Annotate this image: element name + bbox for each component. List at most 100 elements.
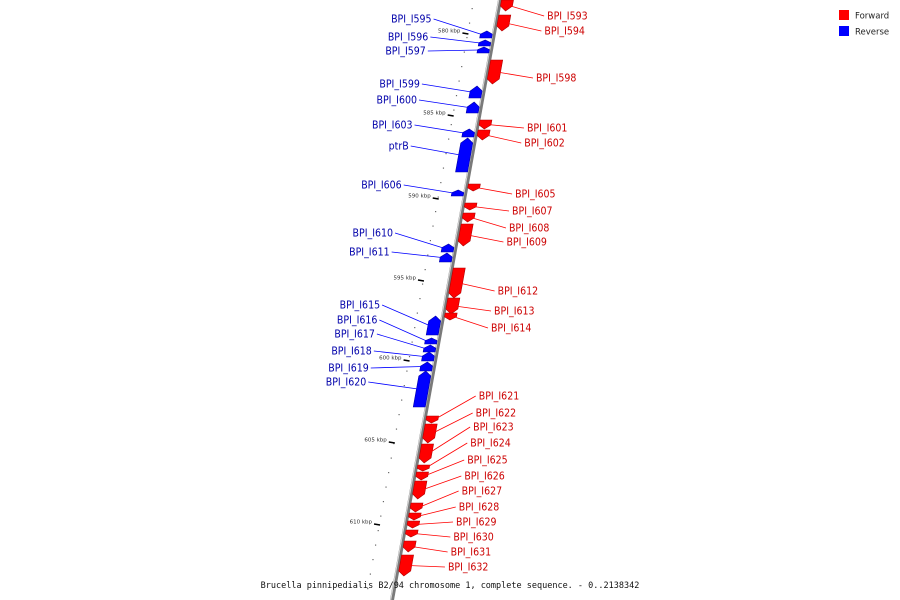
forward-gene-label[interactable]: BPI_I593 [547,11,588,23]
reverse-gene-label[interactable]: BPI_I618 [331,346,372,358]
reverse-gene-label[interactable]: BPI_I616 [337,315,378,327]
forward-gene-feature[interactable]: BPI_I630 [405,529,494,544]
forward-gene-feature[interactable]: BPI_I629 [406,517,497,529]
forward-gene-label[interactable]: BPI_I602 [524,138,565,150]
label-leader-line [425,442,468,469]
forward-gene-feature[interactable]: BPI_I593 [500,0,588,23]
reverse-gene-feature[interactable]: BPI_I615 [340,300,442,336]
reverse-gene-label[interactable]: BPI_I595 [391,14,432,26]
reverse-gene-label[interactable]: BPI_I611 [349,247,390,259]
gene-arrow [412,480,428,500]
forward-gene-feature[interactable]: BPI_I612 [448,267,539,299]
gene-arrow [461,212,476,223]
forward-gene-feature[interactable]: BPI_I622 [422,408,517,444]
reverse-gene-label[interactable]: BPI_I615 [340,300,381,312]
forward-gene-feature[interactable]: BPI_I627 [409,486,503,513]
forward-gene-feature[interactable]: BPI_I621 [425,391,519,424]
gene-arrow [412,370,432,408]
reverse-gene-feature[interactable]: BPI_I611 [349,247,453,263]
reverse-gene-label[interactable]: BPI_I599 [379,79,420,91]
forward-gene-label[interactable]: BPI_I621 [479,391,519,403]
minor-tick-dot [408,356,411,358]
reverse-gene-feature[interactable]: BPI_I600 [377,95,480,114]
reverse-gene-label[interactable]: BPI_I620 [326,377,367,389]
reverse-gene-label[interactable]: BPI_I619 [328,363,369,375]
forward-gene-label[interactable]: BPI_I630 [453,532,494,544]
reverse-gene-feature[interactable]: BPI_I597 [385,46,490,58]
forward-gene-feature[interactable]: BPI_I609 [457,223,547,249]
forward-gene-label[interactable]: BPI_I594 [544,26,585,38]
reverse-gene-feature[interactable]: BPI_I619 [328,361,433,375]
reverse-gene-feature[interactable]: BPI_I599 [379,79,483,99]
tick-label: 590 kbp [408,194,431,200]
forward-gene-label[interactable]: BPI_I626 [464,471,505,483]
minor-tick-dot [385,486,387,488]
forward-gene-label[interactable]: BPI_I613 [494,306,535,318]
forward-gene-label[interactable]: BPI_I632 [448,562,489,574]
forward-gene-feature[interactable]: BPI_I624 [416,438,511,472]
forward-gene-label[interactable]: BPI_I625 [467,455,508,467]
reverse-gene-label[interactable]: BPI_I603 [372,120,413,132]
forward-gene-label[interactable]: BPI_I614 [491,323,531,335]
label-leader-line [370,366,423,369]
forward-gene-label[interactable]: BPI_I631 [451,547,492,559]
gene-arrow [425,415,439,424]
reverse-gene-feature[interactable]: BPI_I595 [391,14,493,39]
reverse-gene-feature[interactable]: BPI_I616 [337,315,438,345]
forward-gene-feature[interactable]: BPI_I607 [463,202,553,218]
reverse-gene-feature[interactable]: BPI_I617 [334,329,437,353]
reverse-gene-feature[interactable]: BPI_I620 [326,370,432,408]
forward-gene-label[interactable]: BPI_I608 [509,223,549,235]
forward-gene-feature[interactable]: BPI_I623 [418,422,514,464]
forward-gene-feature[interactable]: BPI_I614 [444,312,531,335]
forward-gene-label[interactable]: BPI_I609 [506,237,547,249]
forward-gene-feature[interactable]: BPI_I598 [486,59,577,85]
forward-gene-label[interactable]: BPI_I612 [498,286,539,298]
tick-label: 580 kbp [438,29,461,35]
forward-gene-feature[interactable]: BPI_I601 [478,119,568,135]
label-leader-line [418,99,469,108]
reverse-gene-feature[interactable]: ptrB [389,137,474,173]
reverse-gene-label[interactable]: BPI_I606 [361,180,402,192]
forward-gene-label[interactable]: BPI_I607 [512,206,553,218]
reverse-gene-feature[interactable]: BPI_I618 [331,346,435,362]
forward-gene-label[interactable]: BPI_I601 [527,123,568,135]
forward-gene-feature[interactable]: BPI_I613 [445,297,535,318]
reverse-gene-label[interactable]: ptrB [389,141,409,153]
forward-gene-feature[interactable]: BPI_I628 [408,502,499,521]
reverse-gene-label[interactable]: BPI_I617 [334,329,375,341]
reverse-gene-label[interactable]: BPI_I600 [377,95,418,107]
reverse-gene-label[interactable]: BPI_I610 [353,228,394,240]
forward-gene-feature[interactable]: BPI_I632 [398,554,489,577]
label-leader-line [433,18,482,35]
label-leader-line [418,490,459,508]
forward-gene-feature[interactable]: BPI_I605 [467,183,556,201]
forward-gene-feature[interactable]: BPI_I626 [412,471,505,500]
forward-gene-label[interactable]: BPI_I598 [536,73,577,85]
forward-gene-label[interactable]: BPI_I624 [470,438,511,450]
reverse-gene-feature[interactable]: BPI_I596 [388,32,492,47]
forward-gene-label[interactable]: BPI_I629 [456,517,497,529]
reverse-gene-label[interactable]: BPI_I597 [385,46,426,58]
legend-item: Forward [839,10,889,22]
forward-gene-label[interactable]: BPI_I628 [459,502,500,514]
reverse-gene-feature[interactable]: BPI_I603 [372,120,475,138]
forward-gene-feature[interactable]: BPI_I625 [415,455,508,481]
minor-tick-dot [414,327,416,329]
forward-gene-label[interactable]: BPI_I622 [476,408,517,420]
reverse-gene-feature[interactable]: BPI_I606 [361,180,465,197]
reverse-gene-feature[interactable]: BPI_I610 [353,228,455,253]
forward-gene-feature[interactable]: BPI_I594 [496,14,585,38]
label-leader-line [379,319,427,342]
gene-arrow [448,267,466,299]
forward-gene-label[interactable]: BPI_I623 [473,422,514,434]
forward-gene-label[interactable]: BPI_I627 [462,486,503,498]
forward-gene-feature[interactable]: BPI_I631 [402,540,492,559]
reverse-gene-label[interactable]: BPI_I596 [388,32,429,44]
label-leader-line [416,506,456,517]
gene-arrow [418,443,434,464]
forward-gene-feature[interactable]: BPI_I608 [461,212,549,235]
forward-gene-label[interactable]: BPI_I605 [515,189,556,201]
forward-gene-feature[interactable]: BPI_I602 [476,129,565,150]
